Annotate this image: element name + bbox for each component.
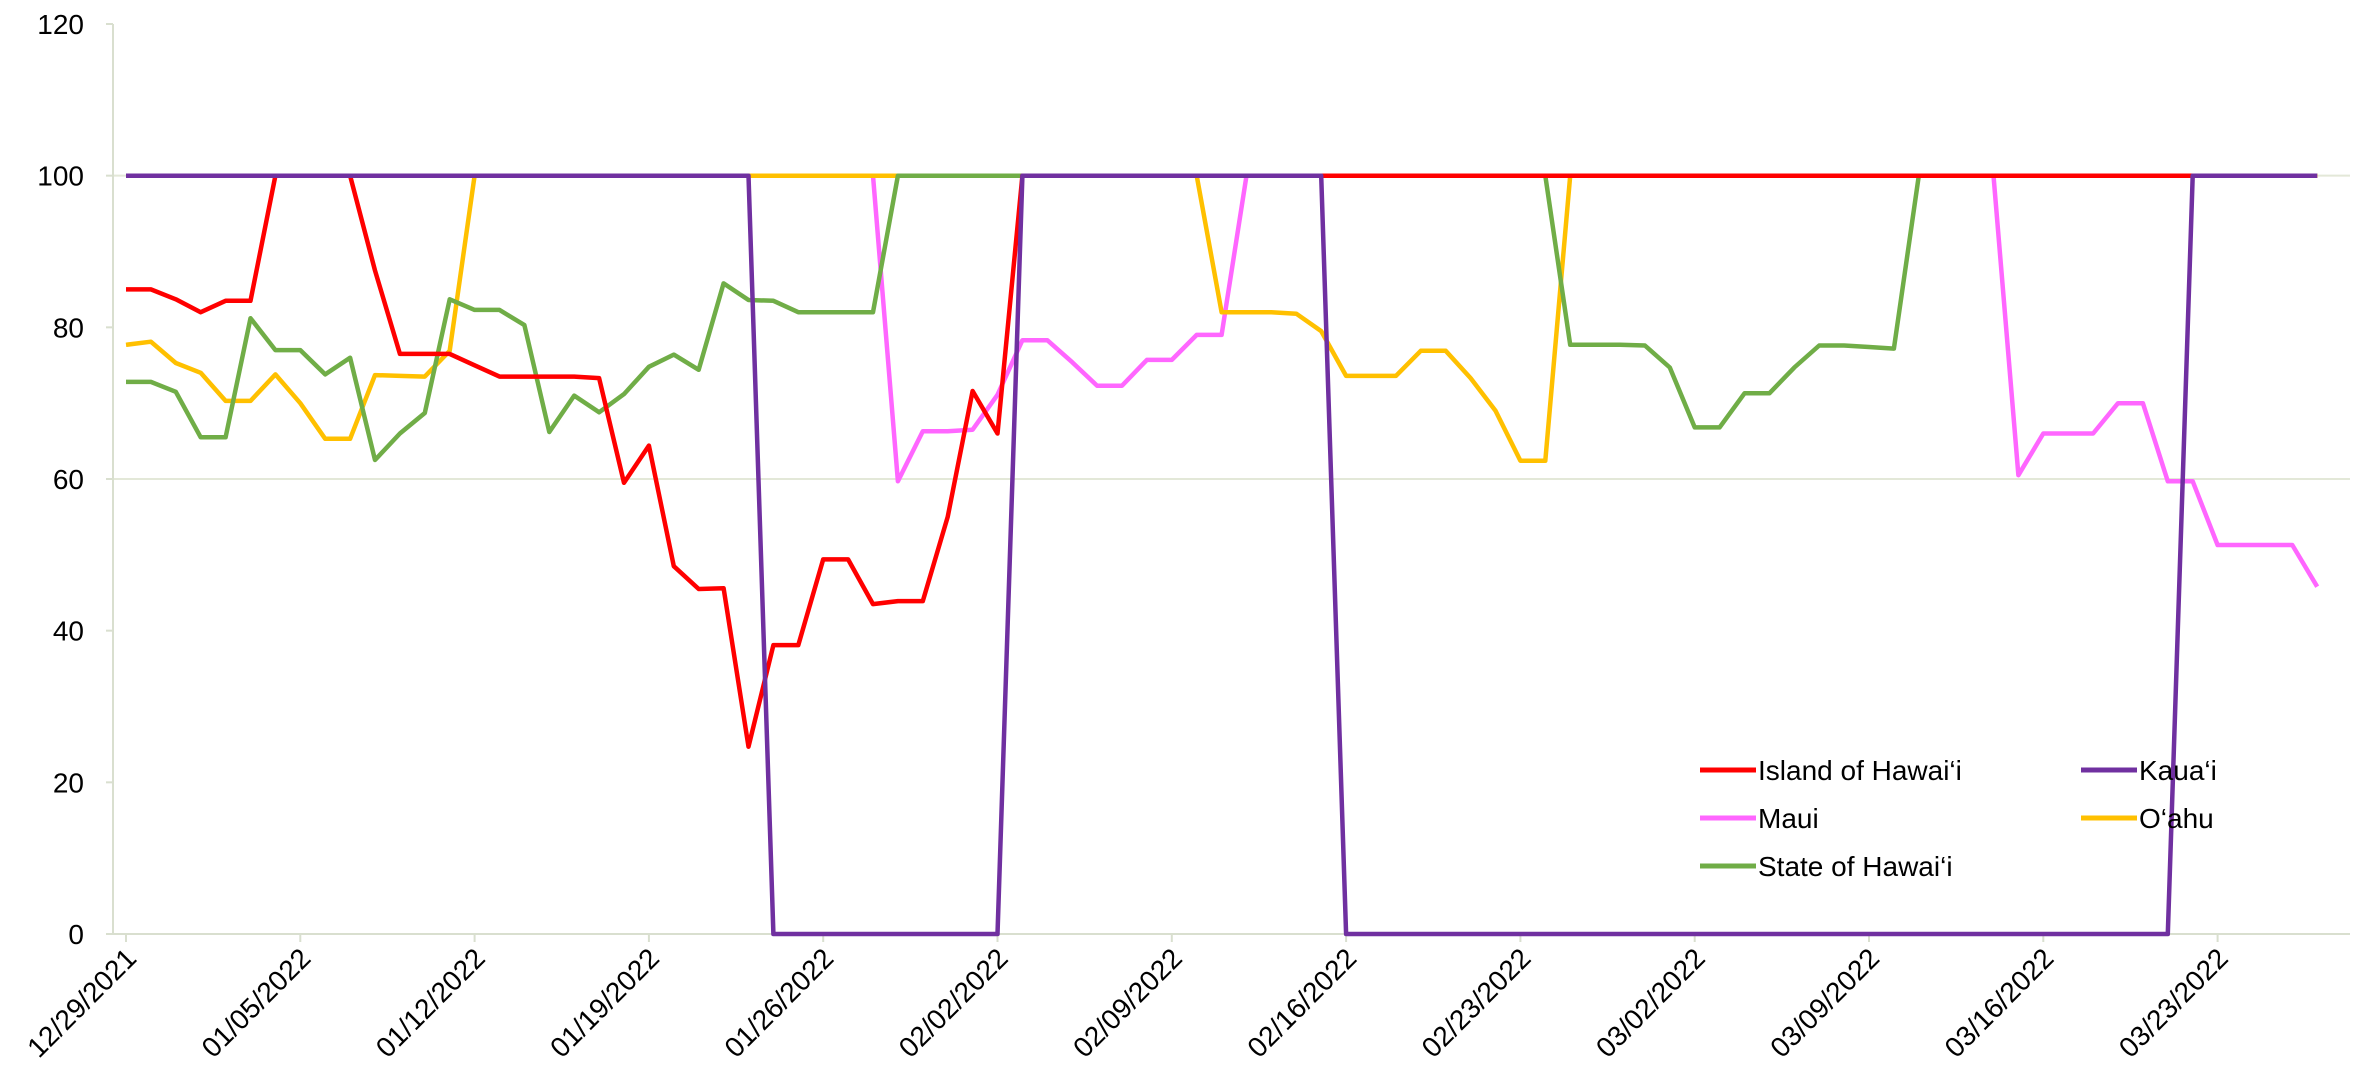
series-line-island-of-hawai-i [126, 173, 2318, 749]
legend-label: Kaua‘i [2139, 755, 2217, 786]
x-tick-label: 03/16/2022 [1939, 942, 2060, 1063]
x-tick-labels: 12/29/2021 01/05/2022 01/12/2022 01/19/2022… [21, 942, 2234, 1063]
y-tick-label: 80 [53, 312, 84, 343]
x-tick-label: 02/23/2022 [1416, 942, 1537, 1063]
y-tick-label: 20 [53, 767, 84, 798]
y-tick-label: 0 [68, 919, 84, 950]
x-tick-label: 01/05/2022 [196, 942, 317, 1063]
axes [106, 23, 2350, 942]
x-tick-label: 03/02/2022 [1590, 942, 1711, 1063]
x-tick-label: 12/29/2021 [21, 942, 142, 1063]
legend-label: Maui [1758, 803, 1819, 834]
y-tick-labels: 0 20 40 60 80 100 120 [37, 9, 84, 950]
series-line-kaua-i [126, 173, 2318, 937]
x-tick-label: 02/02/2022 [893, 942, 1014, 1063]
y-tick-label: 120 [37, 9, 84, 40]
series-line-o-ahu [125, 173, 2318, 464]
series-line-maui [126, 173, 2320, 588]
legend-label: O‘ahu [2139, 803, 2214, 834]
x-tick-label: 01/26/2022 [718, 942, 839, 1063]
x-tick-label: 03/23/2022 [2113, 942, 2234, 1063]
series-lines [125, 173, 2320, 937]
x-tick-label: 01/19/2022 [544, 942, 665, 1063]
legend: Island of Hawai‘i Kaua‘i Maui O‘ahu State of… [1700, 755, 2217, 882]
y-tick-label: 100 [37, 161, 84, 192]
x-tick-label: 01/12/2022 [370, 942, 491, 1063]
x-tick-label: 02/09/2022 [1067, 942, 1188, 1063]
legend-label: State of Hawai‘i [1758, 851, 1953, 882]
legend-label: Island of Hawai‘i [1758, 755, 1962, 786]
y-tick-label: 60 [53, 464, 84, 495]
x-tick-label: 02/16/2022 [1241, 942, 1362, 1063]
x-tick-label: 03/09/2022 [1764, 942, 1885, 1063]
y-tick-label: 40 [53, 616, 84, 647]
